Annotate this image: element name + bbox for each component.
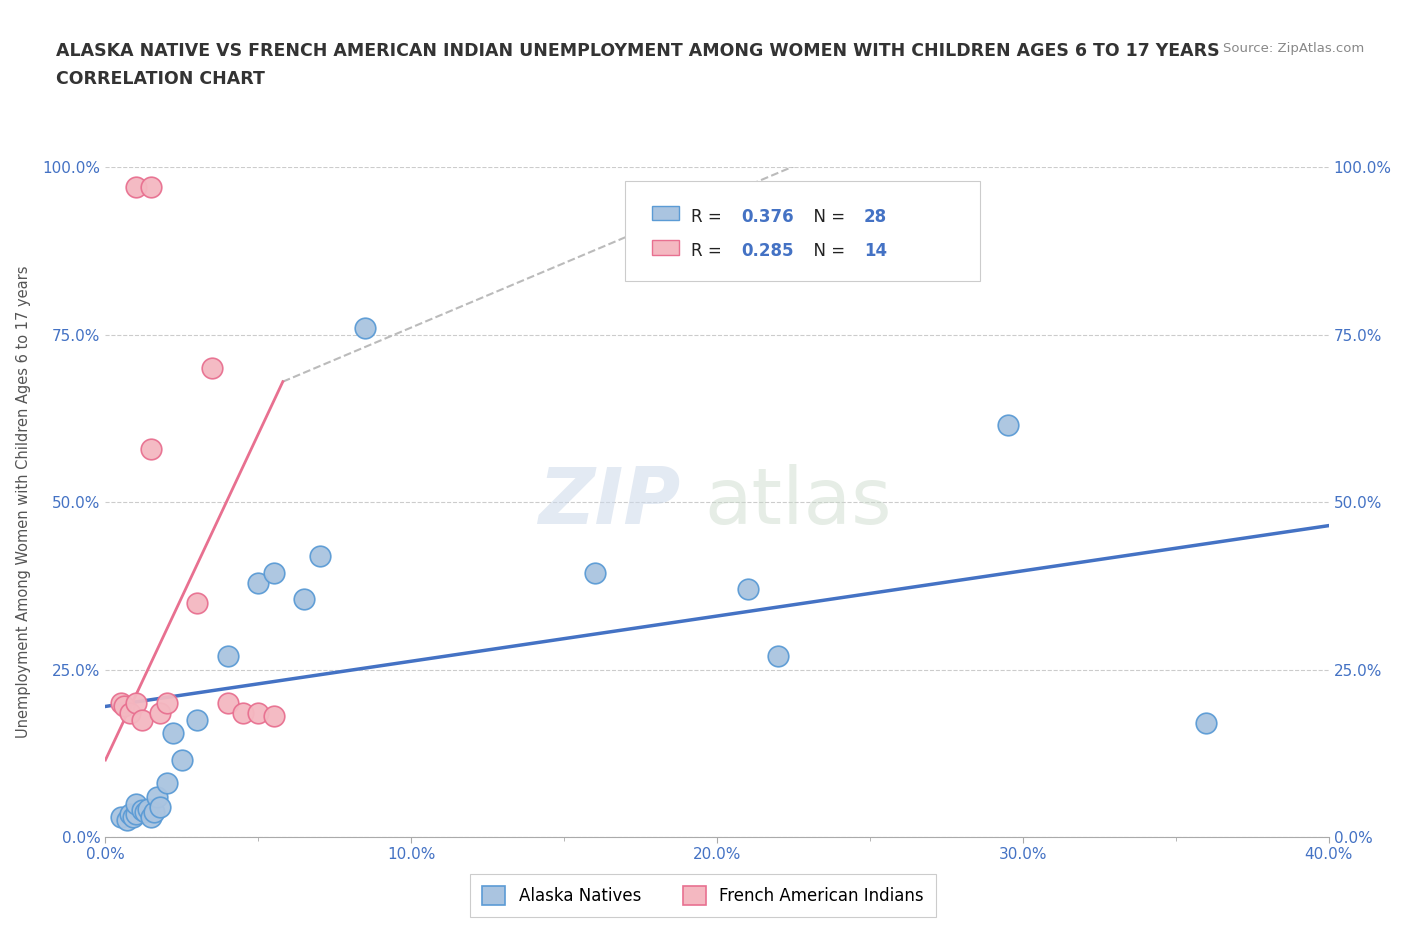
Point [149, 800, 172, 815]
Point [125, 806, 148, 821]
Point [155, 776, 177, 790]
Point [115, 813, 138, 828]
Point [112, 699, 135, 714]
Text: N =: N = [803, 207, 851, 226]
Point [217, 649, 239, 664]
Point [247, 706, 270, 721]
Text: atlas: atlas [704, 464, 893, 540]
Text: Source: ZipAtlas.com: Source: ZipAtlas.com [1223, 42, 1364, 55]
Point [768, 649, 790, 664]
Point [737, 582, 759, 597]
Point [146, 790, 169, 804]
Text: 0.376: 0.376 [741, 207, 794, 226]
Point [143, 804, 166, 819]
Point [1195, 716, 1218, 731]
Text: CORRELATION CHART: CORRELATION CHART [56, 70, 266, 87]
Y-axis label: Unemployment Among Women with Children Ages 6 to 17 years: Unemployment Among Women with Children A… [17, 266, 31, 738]
Point [583, 565, 606, 580]
Point [186, 595, 208, 610]
Point [232, 706, 254, 721]
Point [201, 361, 224, 376]
Point [247, 575, 270, 590]
Text: R =: R = [692, 207, 727, 226]
Point [122, 809, 145, 824]
Text: N =: N = [803, 243, 851, 260]
Point [997, 418, 1019, 432]
Point [131, 712, 153, 727]
FancyBboxPatch shape [652, 240, 679, 255]
Point [263, 709, 285, 724]
Text: 28: 28 [863, 207, 887, 226]
Point [131, 803, 153, 817]
Text: 14: 14 [863, 243, 887, 260]
Point [217, 696, 239, 711]
Point [155, 696, 177, 711]
FancyBboxPatch shape [626, 180, 980, 281]
Point [136, 802, 159, 817]
Point [308, 549, 330, 564]
Point [118, 806, 141, 821]
Point [141, 180, 163, 195]
Point [162, 725, 184, 740]
Legend: Alaska Natives, French American Indians: Alaska Natives, French American Indians [471, 874, 935, 917]
Point [263, 565, 285, 580]
Point [110, 696, 132, 711]
Text: ALASKA NATIVE VS FRENCH AMERICAN INDIAN UNEMPLOYMENT AMONG WOMEN WITH CHILDREN A: ALASKA NATIVE VS FRENCH AMERICAN INDIAN … [56, 42, 1220, 60]
Point [170, 752, 193, 767]
Point [118, 706, 141, 721]
Point [292, 591, 315, 606]
Point [186, 712, 208, 727]
Point [125, 180, 148, 195]
Point [134, 804, 156, 819]
Point [354, 321, 377, 336]
Point [125, 796, 148, 811]
Text: R =: R = [692, 243, 727, 260]
Point [149, 706, 172, 721]
Point [141, 809, 163, 824]
Text: 0.285: 0.285 [741, 243, 794, 260]
Text: ZIP: ZIP [538, 464, 681, 540]
Point [125, 696, 148, 711]
Point [141, 441, 163, 456]
Point [110, 809, 132, 824]
FancyBboxPatch shape [652, 206, 679, 220]
